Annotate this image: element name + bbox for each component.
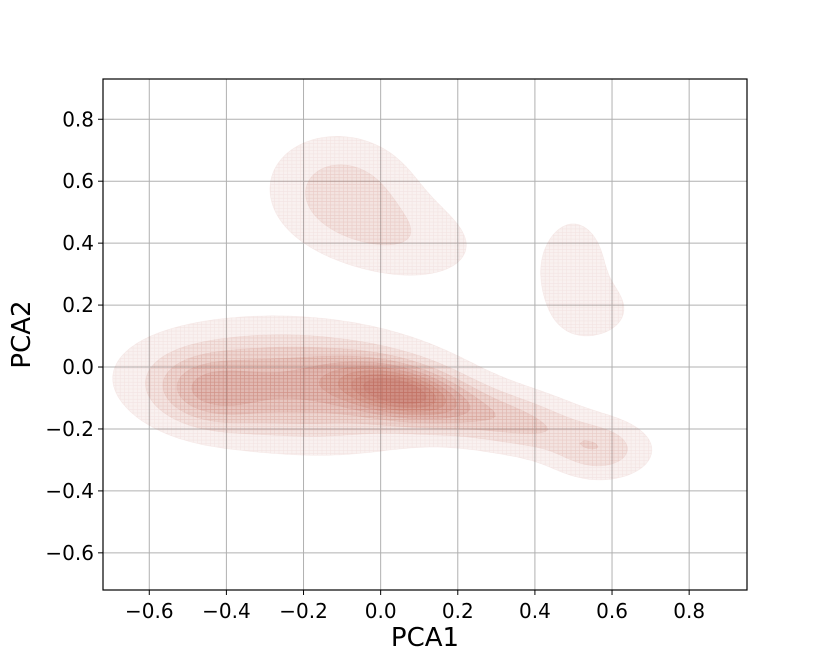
plot-frame <box>102 78 748 591</box>
x-tick-label: 0.0 <box>365 599 397 623</box>
density-level-6 <box>318 365 457 416</box>
density-level-5 <box>191 361 471 420</box>
axis-ticks: −0.6 −0.4 −0.2 0.0 0.2 0.4 0.6 0.8 −0.6 −0.4 −0.2 0… <box>45 107 705 623</box>
x-tick-label: −0.2 <box>279 599 328 623</box>
y-tick-label: 0.6 <box>62 169 94 193</box>
y-axis-label: PCA2 <box>7 300 37 368</box>
y-tick-label: −0.4 <box>45 479 94 503</box>
y-tick-label: −0.6 <box>45 541 94 565</box>
density-contours <box>112 135 653 481</box>
density-level-7 <box>337 370 447 412</box>
density-level-2 <box>145 164 628 467</box>
y-tick-label: 0.2 <box>62 293 94 317</box>
x-axis-label: PCA1 <box>391 623 459 653</box>
y-tick-label: 0.8 <box>62 107 94 131</box>
y-tick-label: −0.2 <box>45 417 94 441</box>
x-tick-label: 0.2 <box>442 599 474 623</box>
density-level-3 <box>162 346 599 450</box>
x-tick-label: 0.4 <box>519 599 551 623</box>
x-tick-label: 0.8 <box>673 599 705 623</box>
density-level-1 <box>112 135 653 481</box>
y-tick-label: 0.0 <box>62 355 94 379</box>
x-tick-label: −0.4 <box>202 599 251 623</box>
grid <box>103 79 747 590</box>
density-level-4 <box>176 355 497 424</box>
x-tick-label: −0.6 <box>125 599 174 623</box>
x-tick-label: 0.6 <box>596 599 628 623</box>
density-level-8 <box>351 374 437 409</box>
density-level-9 <box>362 378 427 405</box>
y-tick-label: 0.4 <box>62 231 94 255</box>
